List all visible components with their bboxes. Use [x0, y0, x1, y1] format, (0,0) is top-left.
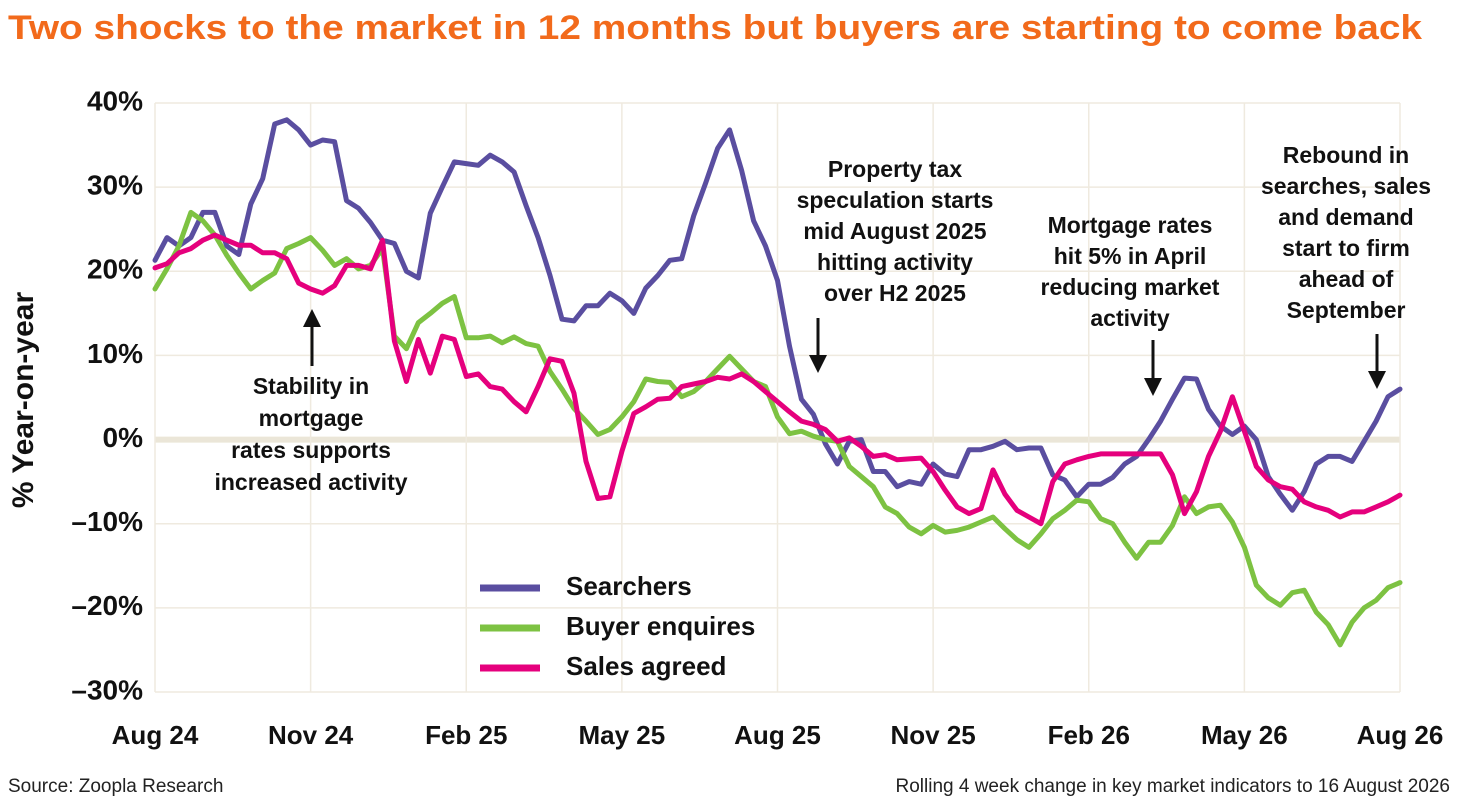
legend-label: Sales agreed [566, 651, 726, 681]
y-tick-label: 30% [87, 170, 143, 201]
y-tick-label: –20% [71, 590, 143, 621]
y-tick-label: 10% [87, 338, 143, 369]
y-tick-label: 40% [87, 85, 143, 116]
annotation: Rebound in [1283, 142, 1409, 168]
y-axis-label: % Year-on-year [7, 292, 40, 509]
y-tick-label: 0% [103, 422, 144, 453]
annotation: ahead of [1299, 266, 1394, 292]
annotation: September [1287, 297, 1406, 323]
annotation: Property tax [828, 156, 962, 182]
annotation: mortgage [259, 405, 364, 431]
y-tick-label: 20% [87, 254, 143, 285]
note: Rolling 4 week change in key market indi… [896, 776, 1451, 797]
x-tick-label: Feb 25 [425, 720, 507, 750]
x-tick-label: May 25 [579, 720, 666, 750]
annotation: over H2 2025 [824, 280, 966, 306]
annotation: speculation starts [797, 187, 994, 213]
legend-label: Searchers [566, 571, 692, 601]
annotation: rates supports [231, 437, 391, 463]
annotation: start to firm [1282, 235, 1410, 261]
x-tick-label: Aug 25 [734, 720, 821, 750]
chart-title: Two shocks to the market in 12 months bu… [8, 9, 1422, 47]
lines [152, 117, 1403, 648]
y-tick-label: –30% [71, 674, 143, 705]
annotation: mid August 2025 [803, 218, 986, 244]
y-tick-label: –10% [71, 506, 143, 537]
annotation: reducing market [1041, 274, 1220, 300]
x-tick-label: Nov 24 [268, 720, 354, 750]
series-line [152, 117, 1403, 513]
annotation: hitting activity [817, 249, 973, 275]
source: Source: Zoopla Research [8, 776, 223, 797]
x-tick-label: Aug 24 [112, 720, 199, 750]
annotation: Stability in [253, 373, 369, 399]
annotation: activity [1090, 305, 1169, 331]
legend-label: Buyer enquires [566, 611, 755, 641]
x-tick-label: May 26 [1201, 720, 1288, 750]
x-tick-label: Aug 26 [1357, 720, 1444, 750]
annotation: Mortgage rates [1048, 212, 1213, 238]
series-line [152, 232, 1403, 527]
x-tick-label: Feb 26 [1048, 720, 1130, 750]
annotation: searches, sales [1261, 173, 1431, 199]
annotation: hit 5% in April [1054, 243, 1207, 269]
grid [154, 102, 1401, 693]
annotation: increased activity [214, 469, 407, 495]
x-tick-label: Nov 25 [890, 720, 975, 750]
annotation: and demand [1278, 204, 1413, 230]
